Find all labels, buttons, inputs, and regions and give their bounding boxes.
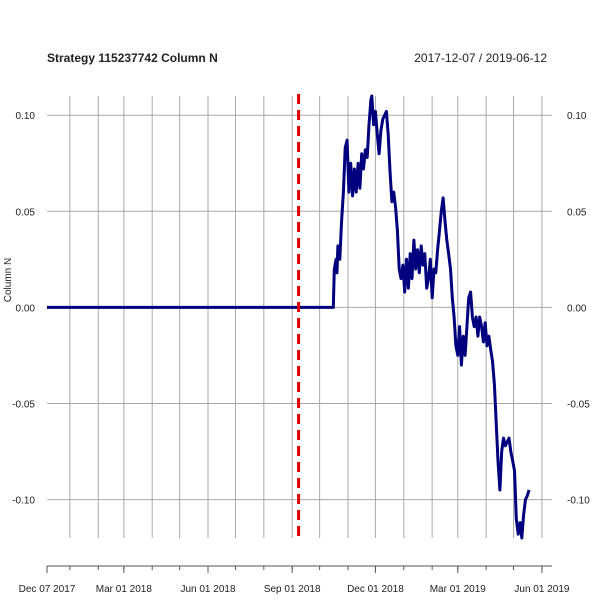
y-tick-label-right: -0.10 bbox=[567, 496, 590, 507]
y-tick-label-right: 0.05 bbox=[567, 207, 587, 218]
x-tick-label: Dec 07 2017 bbox=[19, 584, 76, 595]
chart-date-range: 2017-12-07 / 2019-06-12 bbox=[414, 51, 547, 65]
y-tick-label-right: 0.10 bbox=[567, 111, 587, 122]
y-tick-label-right: -0.05 bbox=[567, 399, 590, 410]
axes: -0.10 -0.10 -0.05 -0.05 0.00 0.00 0.05 0.05 0.10… bbox=[12, 111, 590, 595]
x-tick-label: Jun 01 2018 bbox=[180, 584, 235, 595]
y-tick-label: 0.00 bbox=[16, 303, 36, 314]
y-tick-label: 0.10 bbox=[16, 111, 36, 122]
y-tick-label: 0.05 bbox=[16, 207, 36, 218]
x-tick-label: Mar 01 2018 bbox=[96, 584, 153, 595]
x-tick-label: Dec 01 2018 bbox=[347, 584, 404, 595]
y-tick-label: -0.05 bbox=[12, 399, 35, 410]
y-tick-label: -0.10 bbox=[12, 496, 35, 507]
series-layer bbox=[47, 94, 531, 540]
x-tick-label: Jun 01 2019 bbox=[514, 584, 569, 595]
series-line bbox=[47, 94, 531, 540]
y-axis-label: Column N bbox=[3, 258, 14, 302]
y-tick-label-right: 0.00 bbox=[567, 303, 587, 314]
x-tick-label: Mar 01 2019 bbox=[430, 584, 487, 595]
x-tick-label: Sep 01 2018 bbox=[264, 584, 321, 595]
chart-title: Strategy 115237742 Column N bbox=[47, 51, 218, 65]
